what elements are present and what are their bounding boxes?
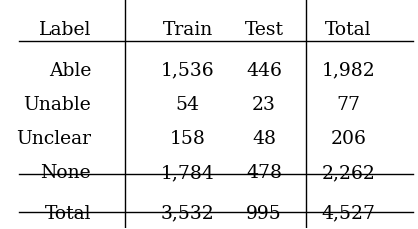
Text: 23: 23 xyxy=(252,95,276,113)
Text: 995: 995 xyxy=(246,204,282,222)
Text: 1,536: 1,536 xyxy=(161,61,214,79)
Text: 4,527: 4,527 xyxy=(321,204,375,222)
Text: Total: Total xyxy=(325,21,372,39)
Text: Label: Label xyxy=(39,21,91,39)
Text: 158: 158 xyxy=(170,129,206,147)
Text: 1,982: 1,982 xyxy=(321,61,375,79)
Text: None: None xyxy=(41,163,91,181)
Text: Unable: Unable xyxy=(23,95,91,113)
Text: 1,784: 1,784 xyxy=(161,163,214,181)
Text: Train: Train xyxy=(163,21,213,39)
Text: 446: 446 xyxy=(246,61,282,79)
Text: Able: Able xyxy=(49,61,91,79)
Text: 478: 478 xyxy=(246,163,282,181)
Text: Total: Total xyxy=(45,204,91,222)
Text: 77: 77 xyxy=(336,95,360,113)
Text: 48: 48 xyxy=(252,129,276,147)
Text: 2,262: 2,262 xyxy=(321,163,375,181)
Text: 3,532: 3,532 xyxy=(161,204,214,222)
Text: Test: Test xyxy=(245,21,283,39)
Text: Unclear: Unclear xyxy=(16,129,91,147)
Text: 54: 54 xyxy=(176,95,200,113)
Text: 206: 206 xyxy=(330,129,366,147)
